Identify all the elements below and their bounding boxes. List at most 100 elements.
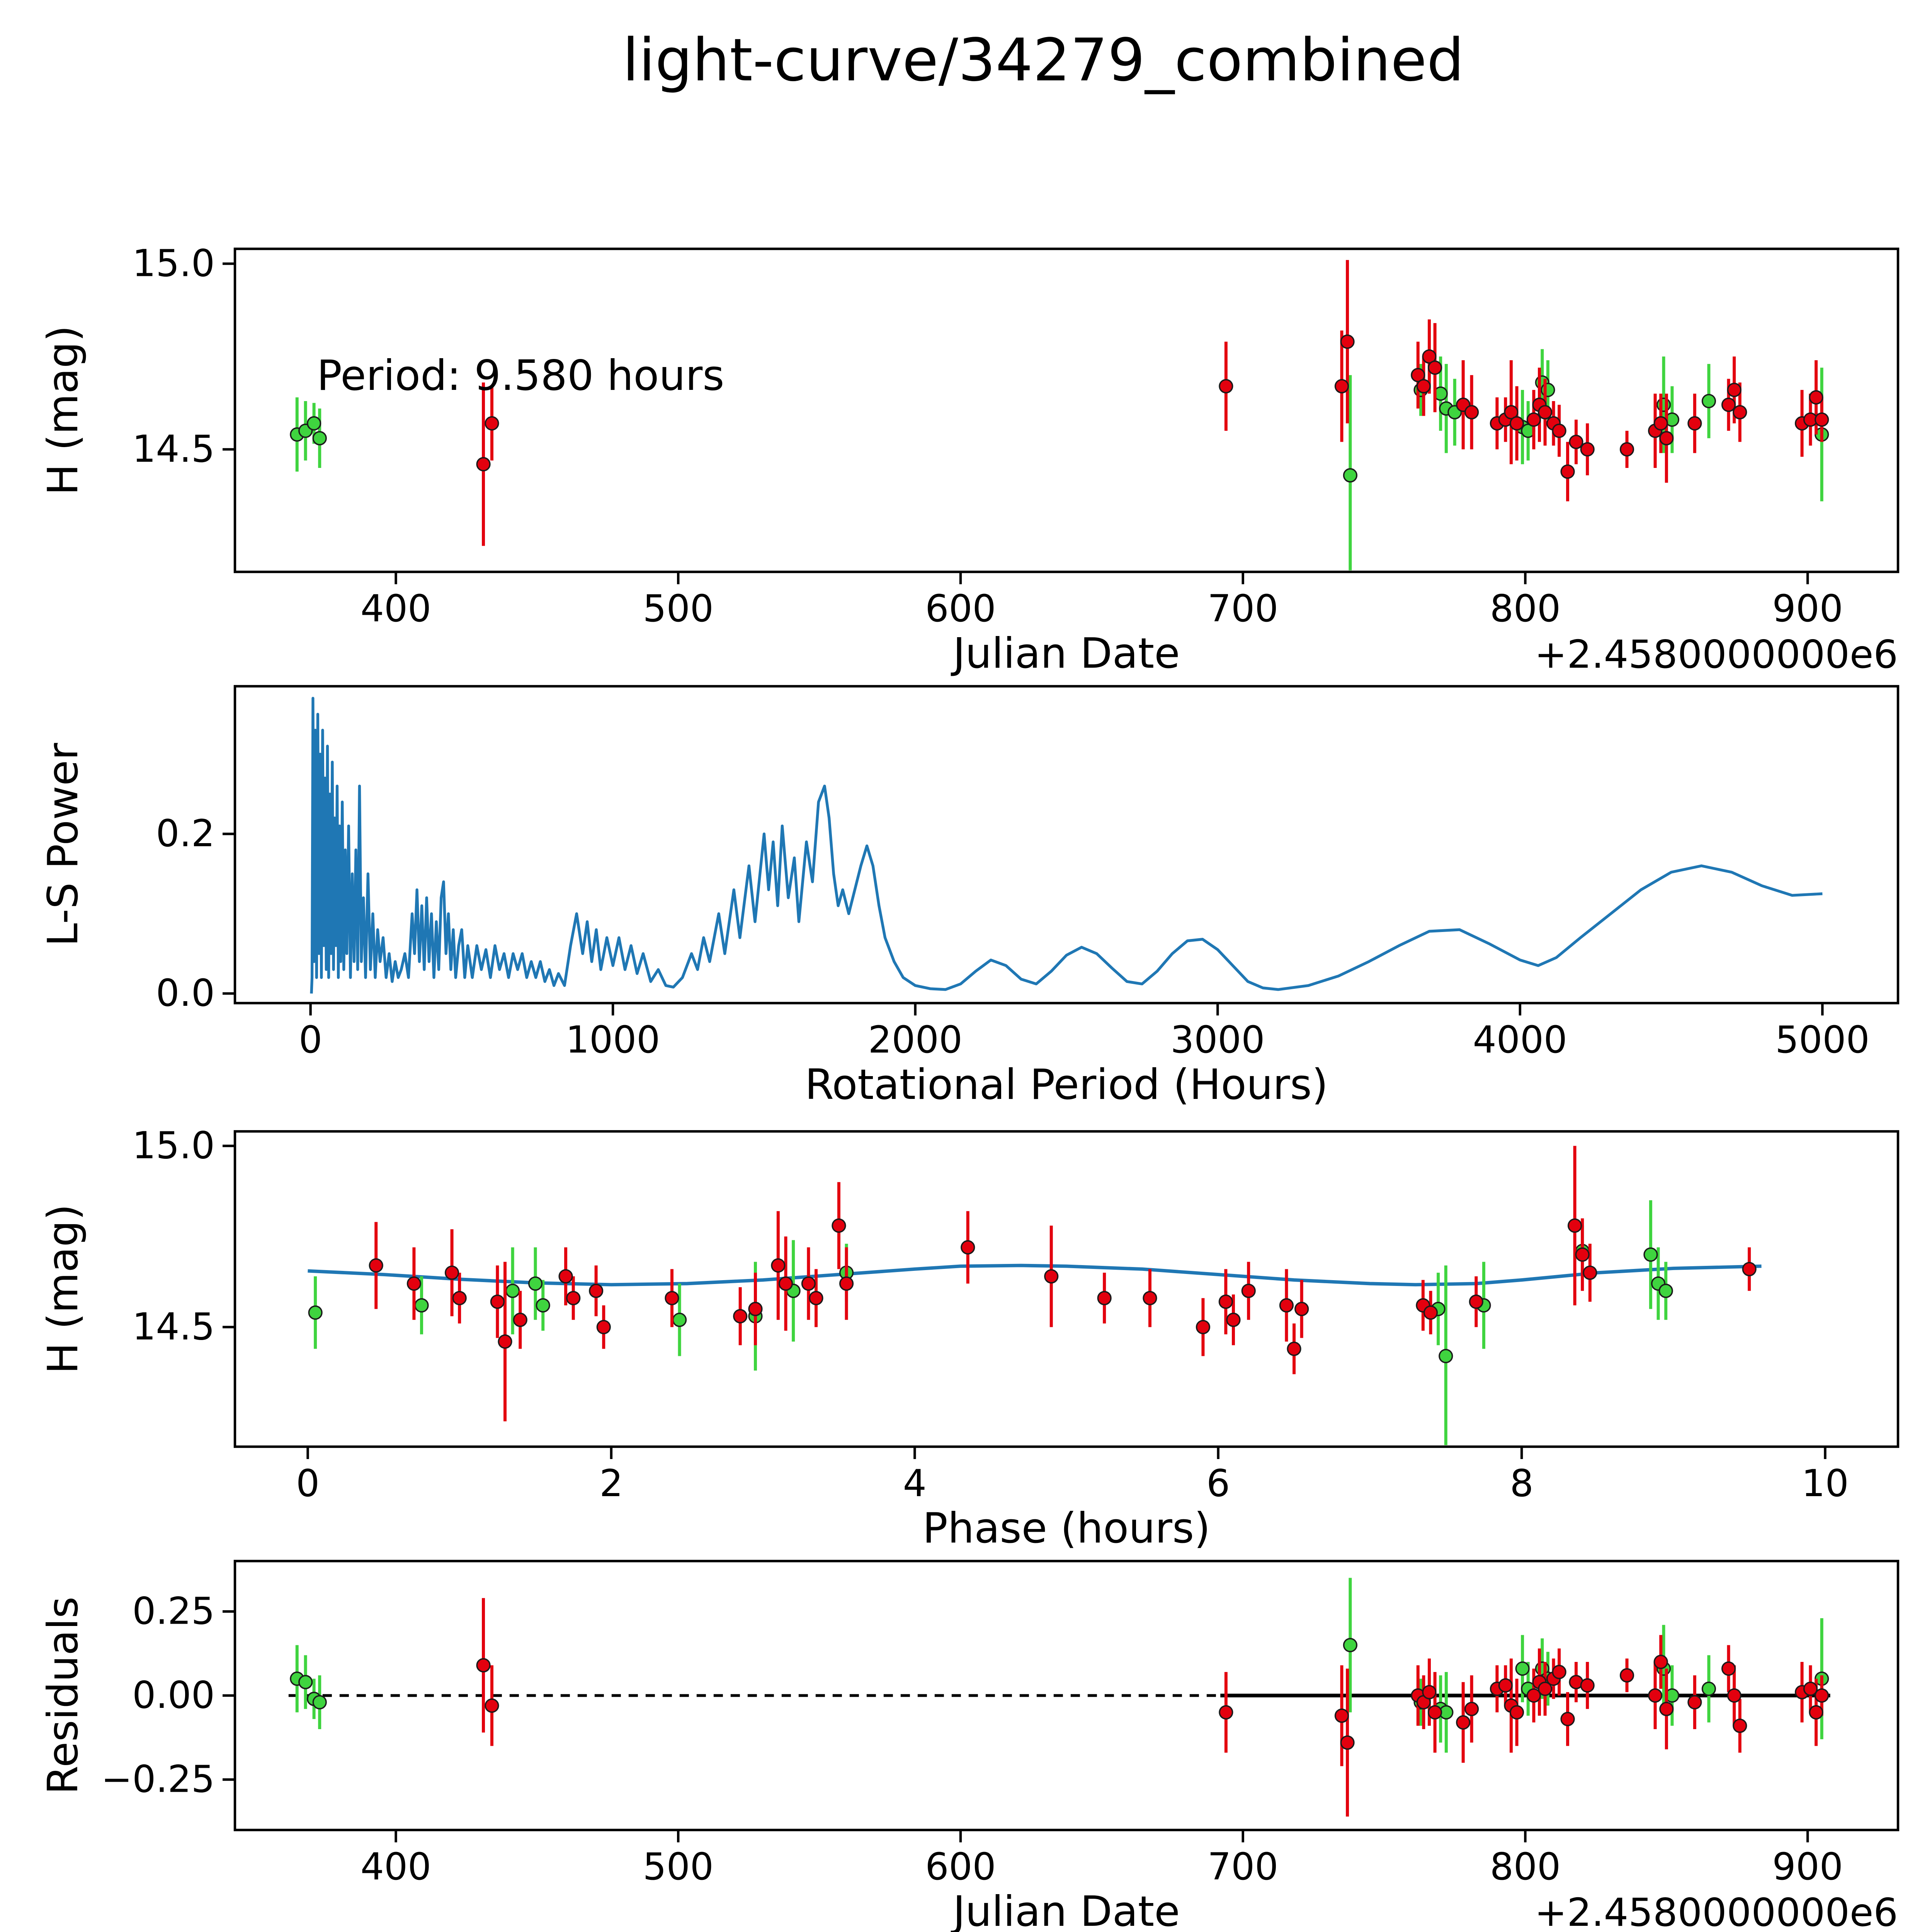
x-tick-label: 3000 [1170,1018,1265,1061]
red-data-point [1422,1685,1437,1699]
x-tick-label: 4000 [1473,1018,1567,1061]
x-axis-label: Julian Date [951,629,1180,678]
green-data-point [1701,1682,1716,1696]
red-data-point [1659,1702,1674,1716]
red-data-point [1218,1294,1233,1309]
model-fit-line [308,1264,1762,1287]
green-data-point [505,1284,520,1298]
panel-phased-lightcurve: 0 2 4 6 8 10 14.5 15.0 Phase (hours) H (mag) [39,1124,1900,1553]
x-tick-label: 8 [1510,1462,1534,1505]
red-data-point [596,1320,611,1335]
red-data-point [1687,1695,1702,1710]
y-axis-label: H (mag) [39,1204,87,1374]
red-data-point [839,1276,854,1291]
red-data-point [1241,1284,1256,1298]
green-data-point [414,1298,429,1313]
red-data-point [1721,397,1736,412]
red-data-point [1143,1291,1157,1306]
red-data-point [1340,1735,1355,1750]
red-data-point [1809,1705,1823,1720]
x-tick-label: 1000 [566,1018,660,1061]
red-data-point [1727,1688,1742,1703]
red-data-point [1504,405,1519,420]
green-data-point [1658,1284,1673,1298]
red-data-point [1456,1715,1471,1730]
red-data-point [513,1313,527,1327]
periodogram-line [310,697,1823,994]
red-data-point [1097,1291,1112,1306]
red-data-point [1809,390,1823,405]
x-tick-label: 600 [925,587,996,630]
red-data-point [801,1276,816,1291]
x-tick-label: 600 [925,1845,996,1888]
red-data-point [485,416,499,431]
y-tick-label: 0.2 [156,812,215,855]
red-data-point [832,1218,846,1233]
panel-residuals: 400 500 600 700 800 900 −0.25 0.00 0.25 Julian Da… [39,1560,1900,1932]
green-data-point [1643,1247,1658,1262]
y-tick-label: 0.25 [132,1590,215,1633]
red-data-point [406,1276,421,1291]
x-axis-label: Rotational Period (Hours) [805,1061,1328,1109]
red-data-point [1196,1320,1211,1335]
x-tick-label: 500 [643,587,714,630]
axes-frame [233,247,1900,573]
y-tick-label: 14.5 [132,427,215,471]
panel-periodogram: 0 1000 2000 3000 4000 5000 0.0 0.2 Rotational Pe… [39,685,1900,1109]
red-data-point [1526,412,1541,427]
y-tick-label: 0.0 [156,971,215,1015]
red-data-point [452,1291,467,1306]
red-data-point [1498,1678,1513,1693]
red-data-point [1411,368,1425,383]
red-data-point [369,1258,383,1273]
x-tick-label: 700 [1208,1845,1278,1888]
red-data-point [1279,1298,1294,1313]
green-data-point [1343,1638,1357,1653]
red-data-point [1659,431,1674,446]
green-data-point [298,1675,313,1689]
green-data-point [308,1305,323,1320]
red-data-point [566,1291,581,1306]
red-data-point [1815,1688,1829,1703]
panel-jd-lightcurve: Period: 9.580 hours 400 500 600 700 800 900 14.… [39,242,1900,678]
y-tick-label: 14.5 [132,1305,215,1348]
red-data-point [1526,1688,1541,1703]
x-tick-label: 2 [599,1462,623,1505]
x-tick-label: 700 [1208,587,1278,630]
red-data-point [771,1258,786,1273]
red-data-point [1580,1678,1595,1693]
axes-frame [233,1130,1900,1448]
red-data-point [1803,1682,1818,1696]
x-tick-label: 0 [299,1018,322,1061]
red-data-point [1464,1702,1479,1716]
red-data-point [748,1301,763,1316]
red-data-point [1294,1301,1309,1316]
green-data-point [1701,394,1716,408]
red-data-point [1619,1668,1634,1683]
green-data-point [1515,1661,1530,1676]
red-data-point [498,1334,512,1349]
green-data-point [536,1298,550,1313]
red-data-point [1416,379,1431,394]
period-annotation: Period: 9.580 hours [317,352,724,400]
red-data-point [1648,1688,1663,1703]
green-data-point [1439,1349,1453,1364]
red-data-point [1287,1342,1301,1356]
red-data-point [485,1698,499,1713]
red-data-point [1733,405,1747,420]
green-data-point [528,1276,543,1291]
red-data-point [1721,1661,1736,1676]
red-data-point [558,1269,573,1284]
red-data-point [1575,1247,1590,1262]
red-data-point [1687,416,1702,431]
x-axis-offset-label: +2.4580000000e6 [1534,632,1898,677]
red-data-point [778,1276,793,1291]
y-axis-label: L-S Power [39,743,87,946]
red-data-point [1422,349,1437,364]
red-data-point [1428,360,1442,375]
red-data-point [1619,442,1634,457]
red-data-point [1219,379,1233,394]
red-data-point [1537,1682,1553,1696]
x-axis-offset-label: +2.4580000000e6 [1534,1890,1898,1932]
